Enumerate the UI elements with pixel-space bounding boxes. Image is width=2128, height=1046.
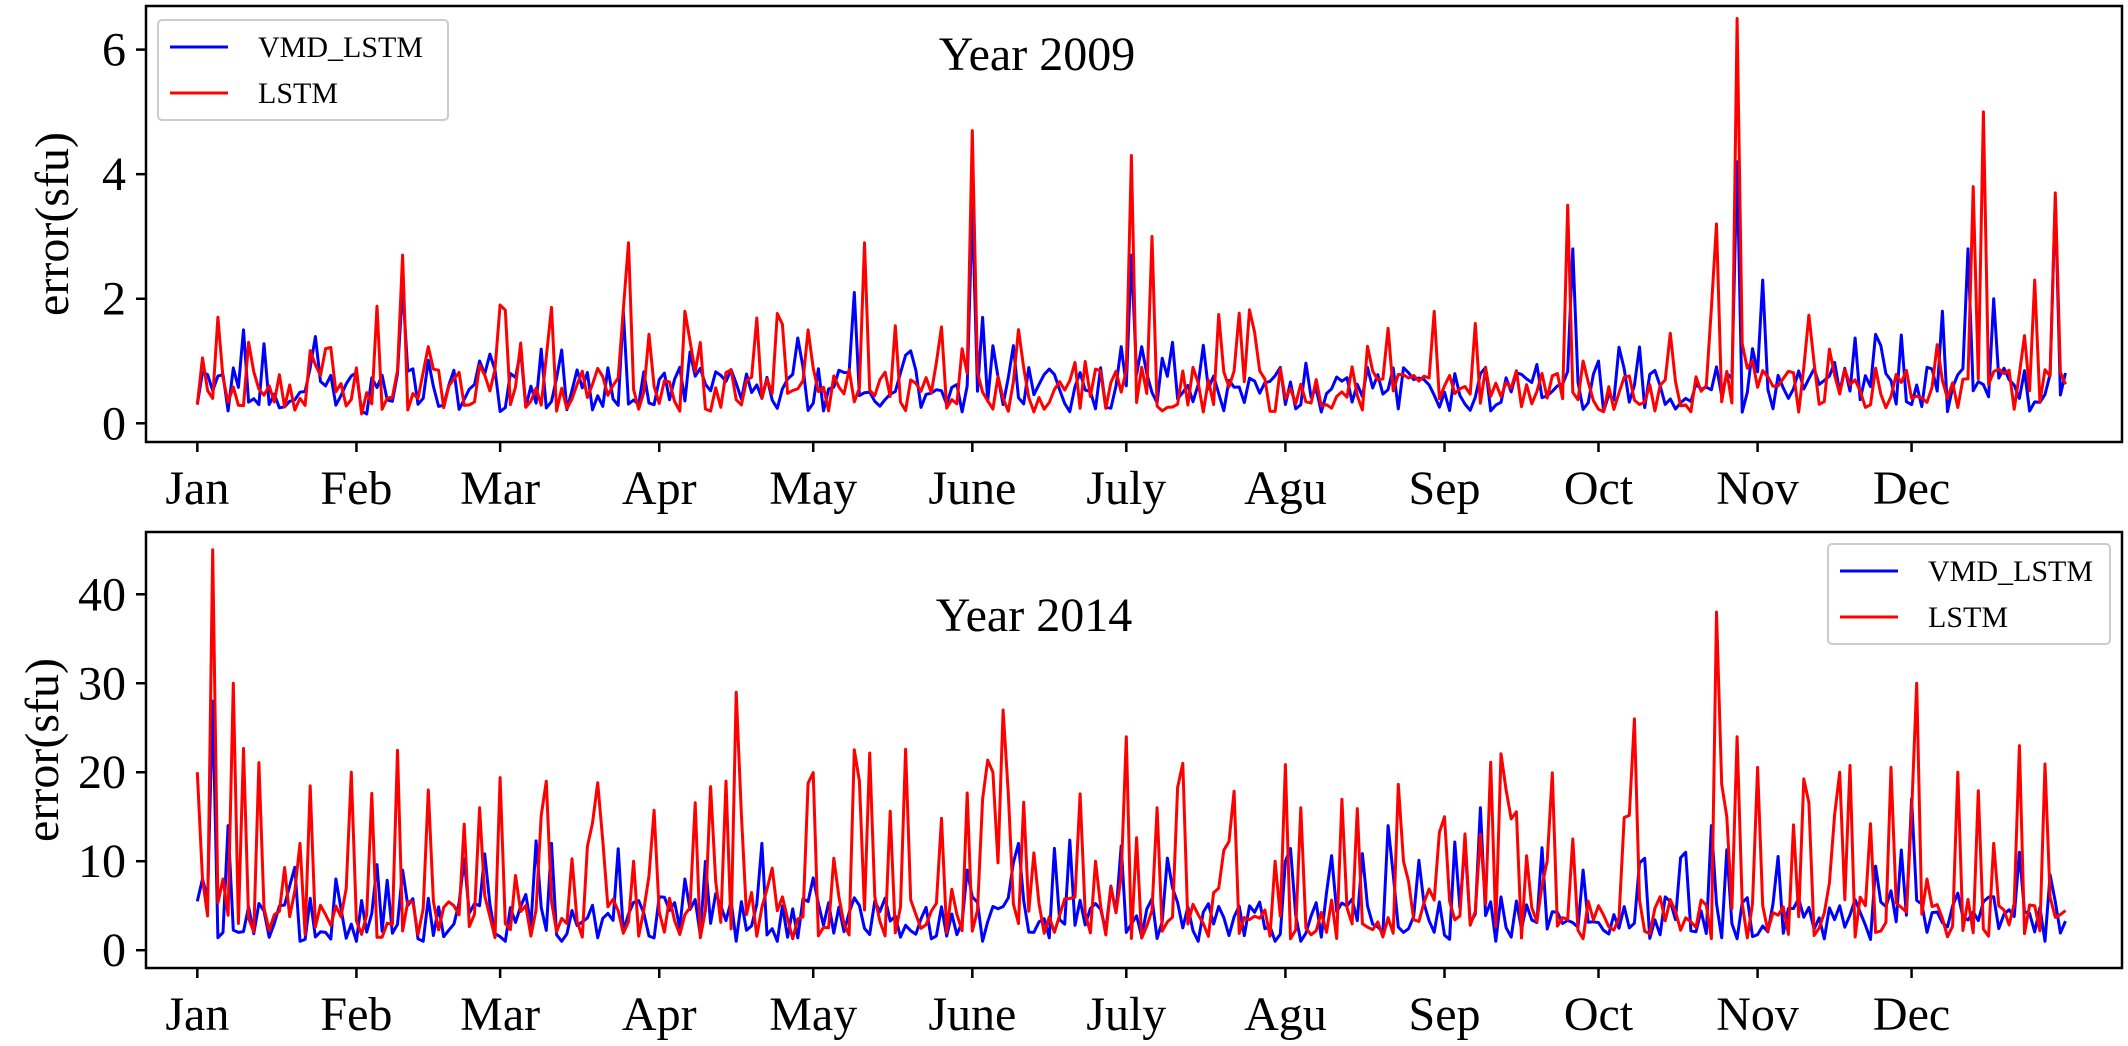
x-tick-label: June (928, 462, 1016, 515)
legend-2014: VMD_LSTM LSTM (1827, 543, 2111, 645)
x-tick-label: Apr (622, 988, 697, 1041)
x-tick-label: June (928, 988, 1016, 1041)
x-tick-label: Sep (1409, 988, 1481, 1041)
y-tick-label: 30 (78, 657, 126, 710)
x-tick-label: May (769, 988, 857, 1041)
x-tick-label: Apr (622, 462, 697, 515)
chart-panel-2009: Jan Feb Mar Apr May June July Agu Sep Oct Nov Dec 0… (26, 4, 2124, 515)
y-tick-label: 0 (102, 924, 126, 977)
x-tick-label: Dec (1873, 462, 1950, 515)
x-tick-label: Feb (320, 988, 392, 1041)
x-tick-label: Nov (1716, 988, 1799, 1041)
plot-frame-2014 (144, 530, 2124, 970)
x-tick-label: Nov (1716, 462, 1799, 515)
chart-title-2009: Year 2009 (939, 28, 1135, 81)
x-tick-label: Mar (460, 462, 540, 515)
plot-frame-2009 (144, 4, 2124, 444)
x-tick-label: Jan (165, 988, 229, 1041)
x-tick-label: July (1086, 988, 1166, 1041)
legend-entry-lstm: LSTM (258, 77, 338, 110)
x-tick-label: Oct (1564, 462, 1634, 515)
x-tick-label: Jan (165, 462, 229, 515)
x-tick-label: Sep (1409, 462, 1481, 515)
y-tick-label: 6 (102, 24, 126, 77)
legend-2009: VMD_LSTM LSTM (157, 19, 449, 121)
y-axis-label-2014: error(sfu) (16, 658, 69, 842)
x-tick-label: Feb (320, 462, 392, 515)
x-tick-label: Mar (460, 988, 540, 1041)
y-tick-label: 4 (102, 148, 126, 201)
x-tick-label: Agu (1244, 988, 1327, 1041)
legend-entry-lstm: LSTM (1928, 601, 2008, 634)
y-tick-label: 20 (78, 746, 126, 799)
y-tick-label: 40 (78, 568, 126, 621)
y-tick-label: 10 (78, 835, 126, 888)
chart-title-2014: Year 2014 (936, 589, 1132, 642)
series-line-lstm-2014 (195, 548, 2067, 941)
y-axis-label-2009: error(sfu) (26, 132, 79, 316)
y-tick-label: 0 (102, 397, 126, 450)
x-tick-label: July (1086, 462, 1166, 515)
x-tick-label: May (769, 462, 857, 515)
y-tick-label: 2 (102, 273, 126, 326)
x-tick-label: Agu (1244, 462, 1327, 515)
x-tick-label: Dec (1873, 988, 1950, 1041)
x-tick-label: Oct (1564, 988, 1634, 1041)
legend-entry-vmd-lstm: VMD_LSTM (1928, 555, 2093, 588)
legend-entry-vmd-lstm: VMD_LSTM (258, 31, 423, 64)
chart-panel-2014: Jan Feb Mar Apr May June July Agu Sep Oct Nov Dec 0… (16, 530, 2124, 1041)
series-line-lstm-2009 (195, 17, 2067, 416)
